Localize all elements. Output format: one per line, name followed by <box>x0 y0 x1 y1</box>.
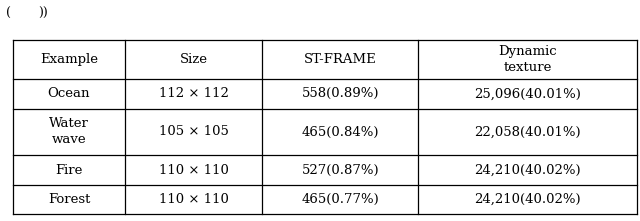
Text: Fire: Fire <box>55 164 83 177</box>
Text: Dynamic
texture: Dynamic texture <box>499 45 557 74</box>
Text: 110 × 110: 110 × 110 <box>159 193 228 206</box>
Text: 105 × 105: 105 × 105 <box>159 126 228 139</box>
Text: Example: Example <box>40 53 98 66</box>
Text: 25,096(40.01%): 25,096(40.01%) <box>474 88 581 101</box>
Text: Ocean: Ocean <box>48 88 90 101</box>
Text: Forest: Forest <box>48 193 90 206</box>
Text: 22,058(40.01%): 22,058(40.01%) <box>474 126 581 139</box>
Text: 465(0.84%): 465(0.84%) <box>301 126 379 139</box>
Text: ST-FRAME: ST-FRAME <box>304 53 377 66</box>
Text: Water
wave: Water wave <box>49 118 89 147</box>
Text: 24,210(40.02%): 24,210(40.02%) <box>474 193 581 206</box>
Text: 527(0.87%): 527(0.87%) <box>301 164 380 177</box>
Text: 465(0.77%): 465(0.77%) <box>301 193 380 206</box>
Text: Size: Size <box>180 53 208 66</box>
Text: 558(0.89%): 558(0.89%) <box>301 88 379 101</box>
Text: 24,210(40.02%): 24,210(40.02%) <box>474 164 581 177</box>
Text: 112 × 112: 112 × 112 <box>159 88 228 101</box>
Text: )): )) <box>38 7 48 20</box>
Text: 110 × 110: 110 × 110 <box>159 164 228 177</box>
Text: (: ( <box>6 7 12 20</box>
